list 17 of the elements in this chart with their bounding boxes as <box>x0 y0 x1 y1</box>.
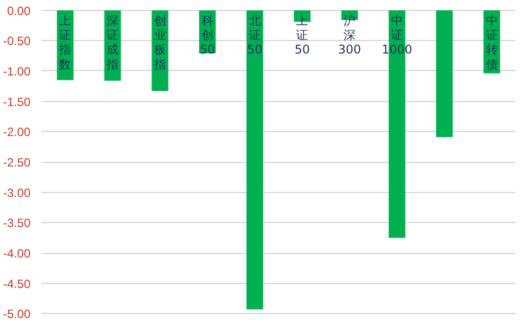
y-tick-label: 0.00 <box>7 4 31 18</box>
y-tick-label: -5.00 <box>3 307 31 322</box>
y-tick-label: -1.00 <box>3 64 31 78</box>
x-tick-label: 中证转债 <box>486 13 498 72</box>
x-tick-label: 上证指数 <box>58 13 72 72</box>
x-tick-label: 深证成指 <box>106 13 119 72</box>
x-tick-label: 创业板指 <box>153 13 166 72</box>
y-tick-label: -2.50 <box>3 156 31 170</box>
y-tick-label: -3.00 <box>3 186 31 200</box>
y-tick-label: -4.50 <box>3 276 31 291</box>
y-tick-label: -1.50 <box>3 94 31 109</box>
x-tick-label: 北证50 <box>247 13 262 57</box>
y-tick-label: -3.50 <box>3 216 31 230</box>
y-tick-label: -4.00 <box>3 246 31 261</box>
x-tick-label: 科创50 <box>200 13 216 57</box>
y-tick-label: -2.00 <box>3 125 31 140</box>
y-tick-label: -0.50 <box>3 34 31 48</box>
